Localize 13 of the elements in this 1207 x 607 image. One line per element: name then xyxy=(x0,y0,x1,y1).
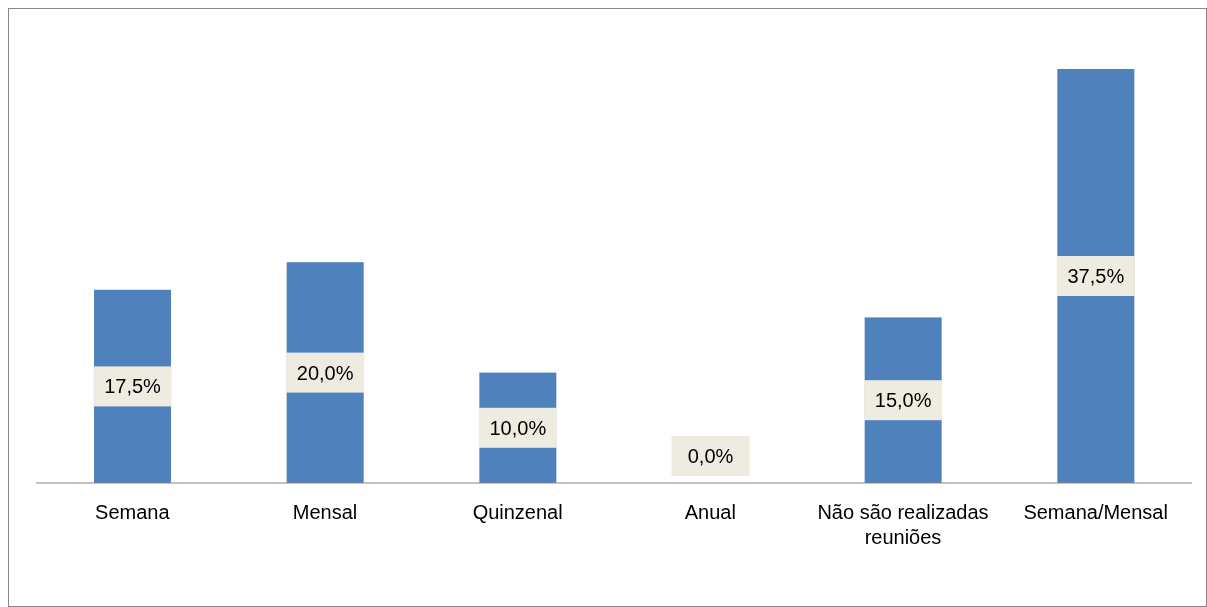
data-label: 17,5% xyxy=(104,375,162,398)
x-tick-label: Não são realizadas reuniões xyxy=(817,501,989,549)
x-tick-label: Quinzenal xyxy=(472,501,563,524)
x-tick-label: Anual xyxy=(684,501,736,524)
data-label: 37,5% xyxy=(1067,265,1125,287)
data-label: 20,0% xyxy=(296,361,354,384)
data-label: 15,0% xyxy=(874,389,932,412)
x-tick-label: Semana/Mensal xyxy=(1023,501,1168,524)
data-label: 0,0% xyxy=(687,445,734,467)
x-tick-label: Semana xyxy=(95,501,171,524)
data-label: 10,0% xyxy=(489,416,547,439)
bar xyxy=(1057,69,1135,483)
x-tick-label: Mensal xyxy=(292,501,358,524)
